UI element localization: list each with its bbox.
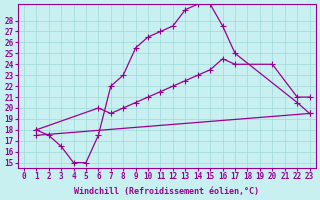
X-axis label: Windchill (Refroidissement éolien,°C): Windchill (Refroidissement éolien,°C): [74, 187, 259, 196]
